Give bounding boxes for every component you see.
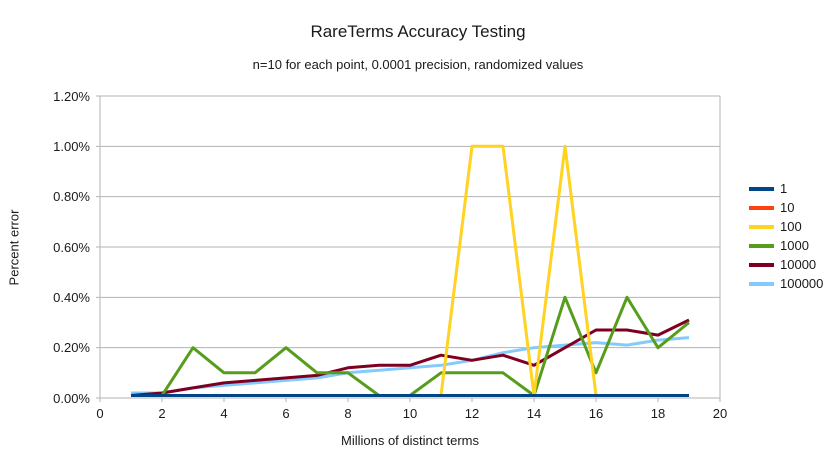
x-tick-label: 20 [712, 406, 728, 421]
x-tick-label: 12 [464, 406, 480, 421]
series-line-1000 [131, 295, 690, 397]
x-tick-label: 10 [402, 406, 418, 421]
x-tick-label: 14 [526, 406, 542, 421]
legend-swatch-1 [749, 186, 774, 191]
legend-label-10: 10 [780, 200, 795, 215]
y-tick-label: 1.00% [53, 138, 90, 154]
legend-label-1000: 1000 [780, 238, 809, 253]
chart-subtitle: n=10 for each point, 0.0001 precision, r… [252, 57, 584, 72]
y-tick-label: 0.00% [53, 390, 90, 406]
y-tick-label: 0.40% [53, 289, 90, 305]
legend-swatch-100 [749, 224, 774, 229]
y-axis-title: Percent error [6, 209, 22, 286]
legend-item-1: 1 [749, 179, 823, 198]
x-axis-title: Millions of distinct terms [341, 433, 479, 448]
legend-label-10000: 10000 [780, 257, 817, 272]
legend-swatch-100000 [749, 281, 774, 286]
y-tick-label: 1.20% [53, 88, 90, 104]
y-tick-label: 0.80% [53, 189, 90, 205]
x-tick-label: 6 [282, 406, 290, 421]
legend: 1 10 100 1000 10000 100000 [749, 179, 823, 293]
legend-swatch-1000 [749, 243, 774, 248]
x-tick-label: 2 [158, 406, 166, 421]
legend-item-100: 100 [749, 217, 823, 236]
legend-label-100000: 100000 [780, 276, 824, 291]
legend-item-10: 10 [749, 198, 823, 217]
y-tick-label: 0.20% [53, 340, 90, 356]
x-tick-label: 18 [650, 406, 666, 421]
legend-label-100: 100 [780, 219, 802, 234]
legend-label-1: 1 [780, 181, 788, 196]
x-tick-label: 16 [588, 406, 604, 421]
series-line-100000 [131, 336, 690, 395]
legend-item-10000: 10000 [749, 255, 823, 274]
series-line-100 [131, 144, 689, 397]
legend-swatch-10000 [749, 262, 774, 267]
x-tick-label: 4 [220, 406, 228, 421]
legend-item-1000: 1000 [749, 236, 823, 255]
chart-title: RareTerms Accuracy Testing [310, 22, 526, 41]
y-tick-label: 0.60% [53, 239, 90, 255]
x-tick-label: 0 [96, 406, 104, 421]
legend-item-100000: 100000 [749, 274, 823, 293]
series-line-10000 [130, 318, 690, 397]
x-tick-label: 8 [344, 406, 352, 421]
legend-swatch-10 [749, 205, 774, 210]
